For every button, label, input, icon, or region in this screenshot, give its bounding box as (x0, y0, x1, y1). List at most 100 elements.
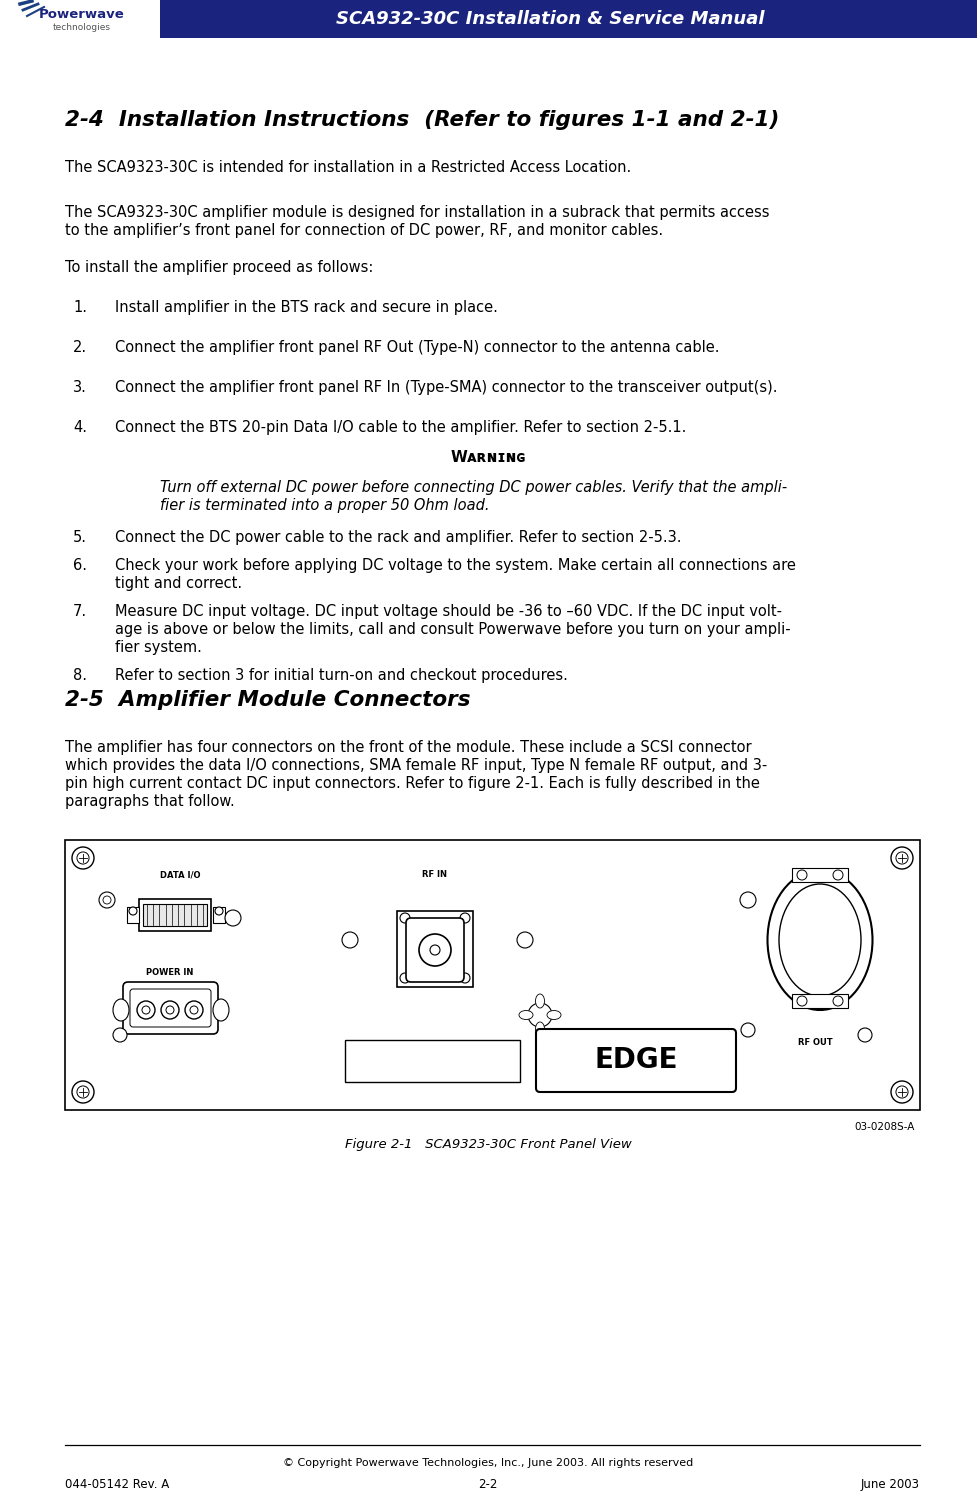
Text: 2.: 2. (73, 340, 87, 356)
Text: 7.: 7. (73, 604, 87, 619)
Ellipse shape (535, 1022, 544, 1036)
Circle shape (460, 974, 470, 982)
Circle shape (896, 852, 908, 864)
Text: Connect the amplifier front panel RF Out (Type-N) connector to the antenna cable: Connect the amplifier front panel RF Out… (115, 340, 719, 356)
Text: © Copyright Powerwave Technologies, Inc., June 2003. All rights reserved: © Copyright Powerwave Technologies, Inc.… (283, 1458, 693, 1468)
Text: to the amplifier’s front panel for connection of DC power, RF, and monitor cable: to the amplifier’s front panel for conne… (65, 224, 663, 238)
Circle shape (400, 914, 410, 922)
Text: fier is terminated into a proper 50 Ohm load.: fier is terminated into a proper 50 Ohm … (160, 498, 489, 513)
Text: age is above or below the limits, call and consult Powerwave before you turn on : age is above or below the limits, call a… (115, 622, 790, 638)
Text: tight and correct.: tight and correct. (115, 576, 242, 591)
Text: The SCA9323-30C is intended for installation in a Restricted Access Location.: The SCA9323-30C is intended for installa… (65, 160, 631, 176)
Text: Refer to section 3 for initial turn-on and checkout procedures.: Refer to section 3 for initial turn-on a… (115, 668, 568, 682)
Circle shape (419, 934, 451, 966)
Ellipse shape (768, 870, 872, 1010)
Text: Measure DC input voltage. DC input voltage should be -36 to –60 VDC. If the DC i: Measure DC input voltage. DC input volta… (115, 604, 782, 619)
Circle shape (72, 1082, 94, 1102)
Text: 4.: 4. (73, 420, 87, 435)
Text: 03-0208S-A: 03-0208S-A (855, 1122, 915, 1132)
Text: Powerwave: Powerwave (39, 9, 125, 21)
Text: Connect the amplifier front panel RF In (Type-SMA) connector to the transceiver : Connect the amplifier front panel RF In … (115, 380, 778, 394)
Text: fier system.: fier system. (115, 640, 202, 656)
Text: RF IN: RF IN (422, 870, 447, 879)
Circle shape (99, 892, 115, 908)
Text: Connect the DC power cable to the rack and amplifier. Refer to section 2-5.3.: Connect the DC power cable to the rack a… (115, 530, 682, 544)
Text: The amplifier has four connectors on the front of the module. These include a SC: The amplifier has four connectors on the… (65, 740, 751, 754)
Text: June 2003: June 2003 (861, 1478, 920, 1491)
FancyBboxPatch shape (130, 988, 211, 1028)
Circle shape (833, 870, 843, 880)
Text: 6.: 6. (73, 558, 87, 573)
Text: Connect the BTS 20-pin Data I/O cable to the amplifier. Refer to section 2-5.1.: Connect the BTS 20-pin Data I/O cable to… (115, 420, 687, 435)
Circle shape (740, 892, 756, 908)
Circle shape (72, 847, 94, 868)
Text: Turn off external DC power before connecting DC power cables. Verify that the am: Turn off external DC power before connec… (160, 480, 787, 495)
Circle shape (342, 932, 358, 948)
Circle shape (113, 1028, 127, 1042)
Bar (792, 868, 848, 882)
Text: which provides the data I/O connections, SMA female RF input, Type N female RF o: which provides the data I/O connections,… (65, 758, 767, 772)
Text: 1.: 1. (73, 300, 87, 315)
Text: To install the amplifier proceed as follows:: To install the amplifier proceed as foll… (65, 260, 373, 274)
Text: Check your work before applying DC voltage to the system. Make certain all conne: Check your work before applying DC volta… (115, 558, 796, 573)
Text: 8.: 8. (73, 668, 87, 682)
Circle shape (185, 1000, 203, 1018)
Text: pin high current contact DC input connectors. Refer to figure 2-1. Each is fully: pin high current contact DC input connec… (65, 776, 760, 790)
Text: 3.: 3. (73, 380, 87, 394)
Text: Install amplifier in the BTS rack and secure in place.: Install amplifier in the BTS rack and se… (115, 300, 498, 315)
Ellipse shape (535, 994, 544, 1008)
Text: Wᴀʀɴɪɴɢ: Wᴀʀɴɪɴɢ (450, 450, 526, 465)
Circle shape (517, 932, 533, 948)
Circle shape (833, 996, 843, 1006)
Text: The SCA9323-30C amplifier module is designed for installation in a subrack that : The SCA9323-30C amplifier module is desi… (65, 206, 770, 220)
Circle shape (400, 974, 410, 982)
Circle shape (460, 914, 470, 922)
Bar (127, 908, 139, 922)
Text: 044-05142 Rev. A: 044-05142 Rev. A (65, 1478, 169, 1491)
Bar (143, 904, 207, 926)
Circle shape (891, 847, 913, 868)
FancyBboxPatch shape (123, 982, 218, 1033)
Circle shape (190, 1007, 198, 1014)
Bar (160, 0, 977, 38)
Text: DATA I/O: DATA I/O (160, 870, 200, 879)
Circle shape (129, 908, 137, 915)
Circle shape (891, 1082, 913, 1102)
Bar (65, 840, 920, 1110)
Text: paragraphs that follow.: paragraphs that follow. (65, 794, 234, 808)
Circle shape (77, 1086, 89, 1098)
Bar (792, 994, 848, 1008)
Text: technologies: technologies (53, 22, 111, 32)
Circle shape (896, 1086, 908, 1098)
Circle shape (528, 1004, 552, 1028)
Circle shape (741, 1023, 755, 1036)
Bar (397, 910, 473, 987)
Circle shape (137, 1000, 155, 1018)
Bar (139, 898, 211, 932)
Text: 2-5  Amplifier Module Connectors: 2-5 Amplifier Module Connectors (65, 690, 471, 709)
Ellipse shape (547, 1011, 561, 1020)
Circle shape (225, 910, 241, 926)
Circle shape (858, 1028, 872, 1042)
Circle shape (142, 1007, 150, 1014)
Bar (345, 1040, 520, 1082)
Text: 2-2: 2-2 (479, 1478, 497, 1491)
Text: Figure 2-1   SCA9323-30C Front Panel View: Figure 2-1 SCA9323-30C Front Panel View (345, 1138, 631, 1150)
Circle shape (797, 996, 807, 1006)
Circle shape (77, 852, 89, 864)
Ellipse shape (213, 999, 229, 1022)
Circle shape (430, 945, 440, 956)
Circle shape (215, 908, 223, 915)
Ellipse shape (519, 1011, 533, 1020)
Text: RF OUT: RF OUT (797, 1038, 832, 1047)
Text: SCA932-30C Installation & Service Manual: SCA932-30C Installation & Service Manual (336, 10, 764, 28)
FancyBboxPatch shape (406, 918, 464, 982)
FancyBboxPatch shape (536, 1029, 736, 1092)
Text: 5.: 5. (73, 530, 87, 544)
Text: EDGE: EDGE (594, 1046, 678, 1074)
Bar (213, 908, 225, 922)
Text: 2-4  Installation Instructions  (Refer to figures 1-1 and 2-1): 2-4 Installation Instructions (Refer to … (65, 110, 780, 130)
Circle shape (103, 896, 111, 904)
Text: POWER IN: POWER IN (147, 968, 193, 976)
Ellipse shape (113, 999, 129, 1022)
